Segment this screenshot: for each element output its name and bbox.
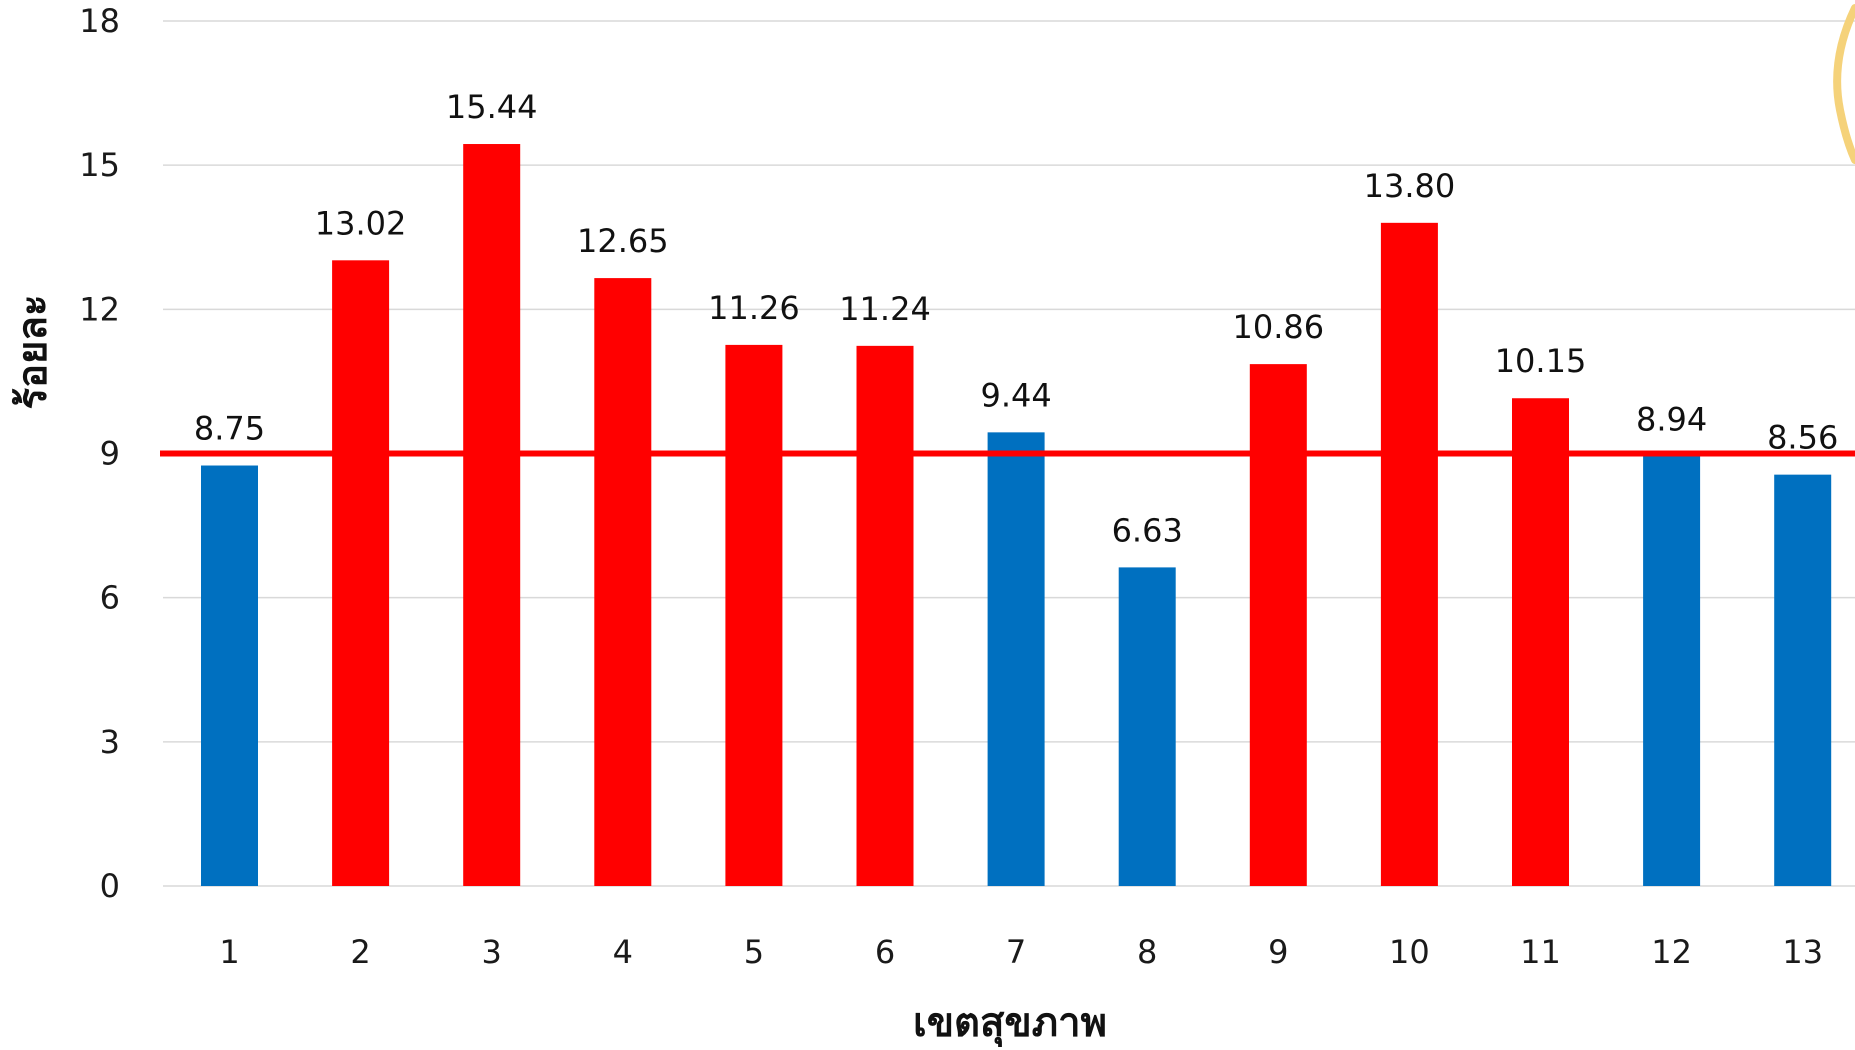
x-tick-label: 10 [1389, 933, 1430, 971]
bar [594, 278, 652, 886]
x-tick-label: 9 [1268, 933, 1288, 971]
y-tick-label: 3 [100, 723, 120, 761]
data-label: 11.26 [708, 289, 800, 327]
data-label: 10.15 [1495, 342, 1587, 380]
data-label: 9.44 [980, 376, 1051, 414]
bar [1774, 474, 1832, 886]
data-label: 10.86 [1232, 308, 1324, 346]
bar [332, 260, 390, 887]
y-tick-labels: 0 3 6 9 12 15 18 [79, 2, 120, 905]
bar [725, 344, 783, 887]
y-tick-label: 12 [79, 290, 120, 328]
bar [1118, 567, 1176, 886]
bar [1643, 456, 1701, 886]
bar [1380, 222, 1438, 887]
data-label: 11.24 [839, 290, 931, 328]
x-axis-title: เขตสุขภาพ [913, 1000, 1107, 1048]
x-tick-label: 4 [613, 933, 633, 971]
y-tick-label: 0 [100, 867, 120, 905]
data-label: 12.65 [577, 222, 669, 260]
y-tick-label: 18 [79, 2, 120, 40]
x-tick-labels: 1 2 3 4 5 6 7 8 9 10 11 12 13 [219, 933, 1823, 971]
x-tick-label: 13 [1782, 933, 1823, 971]
bar [463, 144, 521, 886]
data-label: 15.44 [446, 88, 538, 126]
y-axis-title: ร้อยละ [10, 295, 56, 410]
bar [1512, 398, 1569, 886]
y-tick-label: 15 [79, 146, 120, 184]
x-tick-label: 11 [1520, 933, 1561, 971]
data-label: 6.63 [1112, 511, 1183, 549]
x-tick-label: 5 [744, 933, 764, 971]
y-tick-label: 9 [100, 435, 120, 473]
bar [856, 345, 914, 886]
bar [201, 465, 258, 886]
data-label: 13.80 [1364, 167, 1456, 205]
x-tick-label: 6 [875, 933, 895, 971]
x-tick-label: 1 [219, 933, 239, 971]
x-tick-label: 12 [1651, 933, 1692, 971]
data-label: 8.56 [1767, 419, 1838, 457]
decorative-circle-edge [1833, 4, 1855, 164]
bar [1249, 364, 1307, 886]
data-labels: 8.75 13.02 15.44 12.65 11.26 11.24 9.44 6.63 10.… [194, 88, 1838, 549]
data-label: 8.75 [194, 410, 265, 448]
data-label: 13.02 [315, 204, 407, 242]
x-tick-label: 3 [482, 933, 502, 971]
x-tick-label: 8 [1137, 933, 1157, 971]
bar [987, 432, 1045, 886]
bars [201, 144, 1832, 887]
x-tick-label: 7 [1006, 933, 1026, 971]
y-tick-label: 6 [100, 579, 120, 617]
x-tick-label: 2 [350, 933, 370, 971]
data-label: 8.94 [1636, 400, 1707, 438]
